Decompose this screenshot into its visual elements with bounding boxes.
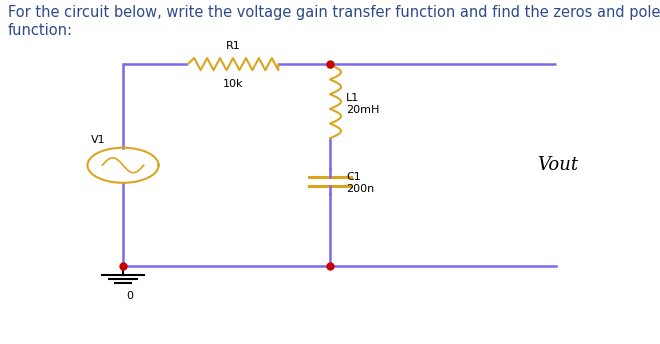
Text: 10k: 10k bbox=[222, 79, 244, 89]
Text: L1: L1 bbox=[346, 93, 360, 103]
Text: 20mH: 20mH bbox=[346, 105, 380, 115]
Text: R1: R1 bbox=[226, 41, 240, 51]
Text: For the circuit below, write the voltage gain transfer function and find the zer: For the circuit below, write the voltage… bbox=[8, 5, 660, 37]
Text: 0: 0 bbox=[126, 291, 133, 301]
Text: V1: V1 bbox=[90, 135, 106, 145]
Text: Vout: Vout bbox=[537, 156, 578, 174]
Text: 200n: 200n bbox=[346, 184, 374, 194]
Text: C1: C1 bbox=[346, 172, 361, 182]
